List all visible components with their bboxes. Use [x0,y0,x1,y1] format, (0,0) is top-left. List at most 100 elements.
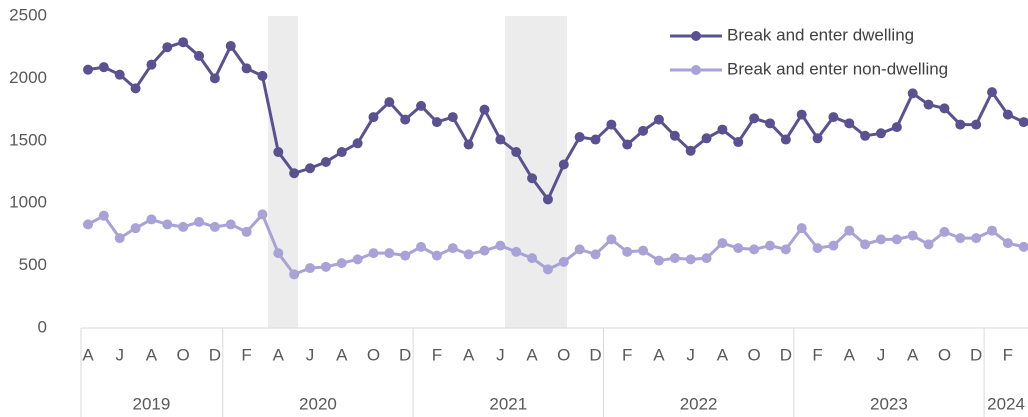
data-point [305,163,316,174]
data-point [574,132,585,143]
data-point [98,62,109,73]
data-point [701,253,712,264]
data-point [146,214,157,225]
data-point [416,100,427,111]
data-point [336,258,347,269]
year-label: 2020 [299,394,337,413]
x-tick-label: A [653,345,665,364]
legend-marker [691,31,701,41]
data-point [907,230,918,241]
x-tick-label: O [177,345,190,364]
data-point [987,87,998,98]
data-point [971,119,982,130]
data-point [891,122,902,133]
data-point [241,63,252,74]
x-tick-label: O [748,345,761,364]
data-point [447,243,458,254]
data-point [289,269,300,280]
data-point [812,133,823,144]
data-point [1002,238,1013,249]
data-point [590,249,601,260]
y-tick-label: 1500 [9,130,47,149]
data-point [764,240,775,251]
data-point [273,248,284,259]
year-label: 2023 [870,394,908,413]
data-point [130,223,141,234]
data-point [98,210,109,221]
year-label: 2024 [987,394,1025,413]
data-point [527,253,538,264]
y-tick-label: 2000 [9,68,47,87]
data-point [669,130,680,141]
data-point [352,254,363,265]
data-point [590,134,601,145]
y-tick-label: 2500 [9,5,47,24]
x-tick-label: O [557,345,570,364]
data-point [622,139,633,150]
data-point [812,243,823,254]
data-point [1018,241,1028,252]
x-tick-label: A [907,345,919,364]
data-point [717,124,728,135]
data-point [749,244,760,255]
x-tick-label: D [970,345,982,364]
data-point [860,239,871,250]
data-point [574,244,585,255]
data-point [907,88,918,99]
year-label: 2022 [680,394,718,413]
data-point [178,221,189,232]
data-point [225,219,236,230]
data-point [749,113,760,124]
data-point [130,83,141,94]
data-point [701,133,712,144]
x-tick-label: A [844,345,856,364]
data-point [542,194,553,205]
data-point [923,239,934,250]
data-point [685,254,696,265]
data-point [542,264,553,275]
x-tick-label: A [82,345,94,364]
data-point [368,112,379,123]
data-point [717,238,728,249]
data-point [891,234,902,245]
data-point [463,249,474,260]
data-point [320,157,331,168]
data-point [114,69,125,80]
data-point [146,59,157,70]
data-point [162,42,173,53]
legend-marker [691,65,701,75]
data-point [638,125,649,136]
data-point [955,119,966,130]
x-tick-label: J [306,345,315,364]
data-point [320,261,331,272]
data-point [384,97,395,108]
data-point [796,109,807,120]
data-point [495,240,506,251]
data-point [876,234,886,245]
data-point [336,147,347,158]
data-point [527,173,538,184]
data-point [83,219,93,230]
x-tick-label: J [877,345,886,364]
data-point [558,256,569,267]
data-point [923,99,934,110]
data-point [844,118,855,129]
x-tick-label: O [367,345,380,364]
x-tick-label: O [938,345,951,364]
data-point [352,138,363,149]
x-tick-label: D [209,345,221,364]
data-point [257,70,268,81]
data-point [194,216,205,227]
data-point [780,244,791,255]
data-point [1002,109,1013,120]
year-label: 2021 [489,394,527,413]
data-point [431,117,442,128]
x-tick-label: D [780,345,792,364]
data-point [463,139,474,150]
data-point [971,233,982,244]
x-tick-label: F [241,345,251,364]
x-tick-label: J [115,345,124,364]
x-tick-label: A [463,345,475,364]
data-point [209,73,220,84]
